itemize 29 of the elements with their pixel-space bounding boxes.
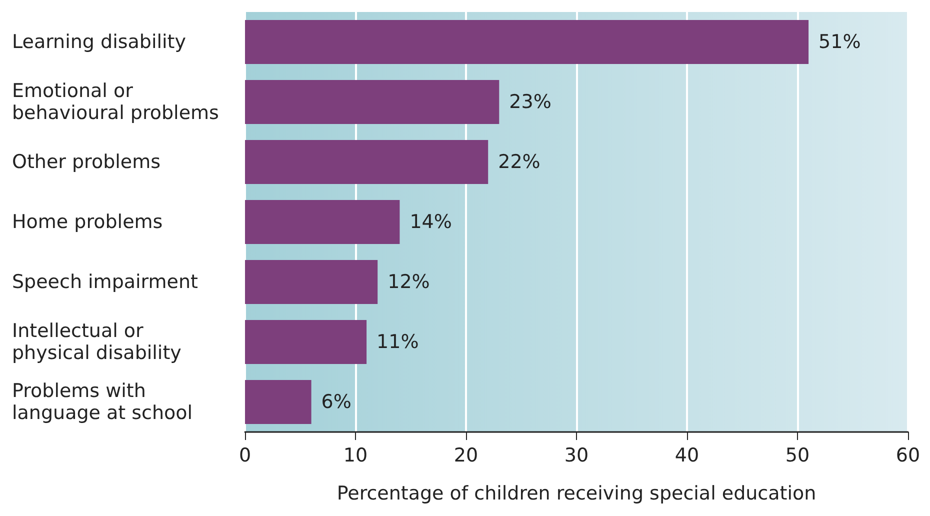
bar xyxy=(245,200,400,244)
y-tick-label: Intellectual or physical disability xyxy=(12,320,182,364)
data-label: 12% xyxy=(388,271,430,293)
y-tick-label: Home problems xyxy=(12,211,163,233)
x-tick-label: 10 xyxy=(343,444,368,466)
data-label: 22% xyxy=(498,151,540,173)
bar xyxy=(245,380,312,424)
x-tick-label: 30 xyxy=(564,444,589,466)
bar xyxy=(245,20,809,64)
x-tick-label: 0 xyxy=(238,444,252,466)
data-label: 23% xyxy=(509,91,552,113)
y-tick-label: Problems with language at school xyxy=(12,380,193,424)
data-label: 51% xyxy=(818,31,861,53)
data-label: 6% xyxy=(321,391,352,413)
y-tick-label: Learning disability xyxy=(12,31,186,53)
bar xyxy=(245,260,378,304)
bar xyxy=(245,140,488,184)
y-tick-label: Speech impairment xyxy=(12,271,198,293)
x-tick-label: 20 xyxy=(454,444,478,466)
bar xyxy=(245,80,500,124)
x-tick-label: 50 xyxy=(785,444,810,466)
data-label: 14% xyxy=(410,211,452,233)
y-tick-label: Emotional or behavioural problems xyxy=(12,80,219,124)
bar xyxy=(245,320,367,364)
y-tick-label: Other problems xyxy=(12,151,161,173)
x-axis-title: Percentage of children receiving special education xyxy=(336,482,816,504)
x-tick-label: 60 xyxy=(896,444,920,466)
x-tick-label: 40 xyxy=(674,444,700,466)
data-label: 11% xyxy=(376,331,419,353)
